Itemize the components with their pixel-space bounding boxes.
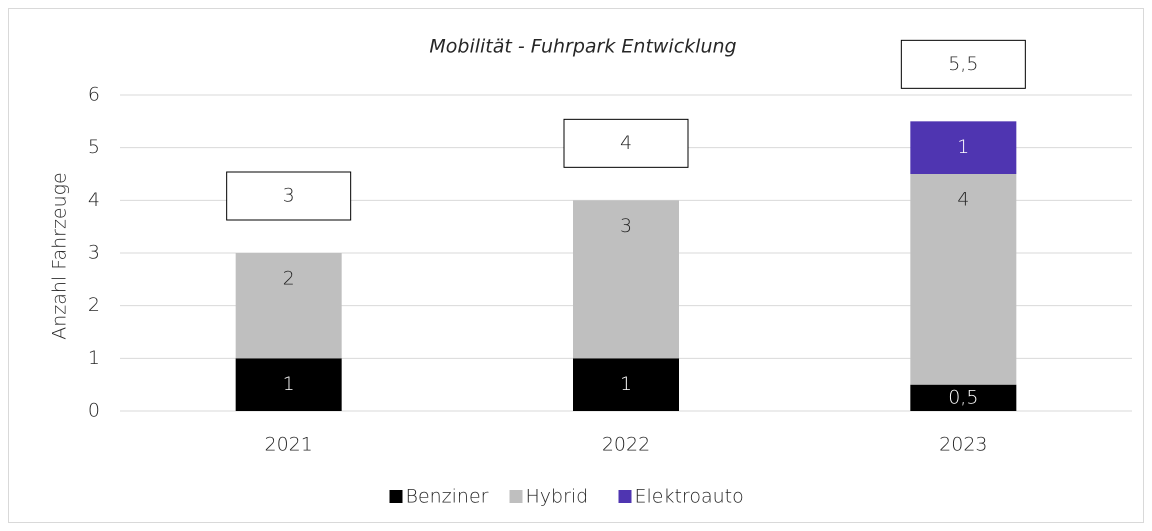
y-axis-label: Anzahl Fahrzeuge: [49, 172, 71, 340]
bar-segment: [235, 358, 342, 411]
bar-segment: [910, 121, 1017, 174]
total-box: [900, 39, 1026, 89]
bar-segment: [910, 174, 1017, 385]
x-tick-label: 2022: [602, 434, 650, 456]
data-label: 3: [620, 215, 632, 237]
total-box: [226, 171, 352, 221]
data-label: 2: [283, 268, 295, 290]
chart-title: Mobilität - Fuhrpark Entwicklung: [429, 36, 736, 58]
y-tick-label: 1: [88, 347, 100, 369]
total-label: 5,5: [948, 53, 978, 75]
total-box: [563, 118, 689, 168]
legend-swatch: [509, 490, 523, 503]
data-label: 1: [957, 136, 969, 158]
bar-segment: [573, 200, 679, 359]
data-label: 1: [283, 373, 295, 395]
y-tick-label: 2: [88, 294, 100, 316]
legend-label: Hybrid: [526, 486, 589, 508]
bar-segment: [235, 253, 342, 359]
y-tick-label: 3: [88, 242, 100, 264]
y-tick-label: 0: [88, 400, 100, 422]
data-label: 1: [620, 373, 632, 395]
bar-segment: [910, 384, 1017, 411]
data-label: 0,5: [948, 386, 978, 408]
y-tick-label: 6: [88, 84, 100, 106]
x-tick-label: 2023: [939, 434, 987, 456]
data-label: 4: [957, 189, 969, 211]
total-label: 4: [620, 132, 632, 154]
x-tick-label: 2021: [264, 434, 312, 456]
legend-label: Elektroauto: [635, 486, 744, 508]
legend-swatch: [618, 490, 632, 503]
total-label: 3: [283, 185, 295, 207]
bar-segment: [573, 358, 679, 411]
y-tick-label: 5: [88, 136, 100, 158]
legend-swatch: [389, 490, 403, 503]
legend-label: Benziner: [406, 486, 489, 508]
y-tick-label: 4: [88, 189, 100, 211]
